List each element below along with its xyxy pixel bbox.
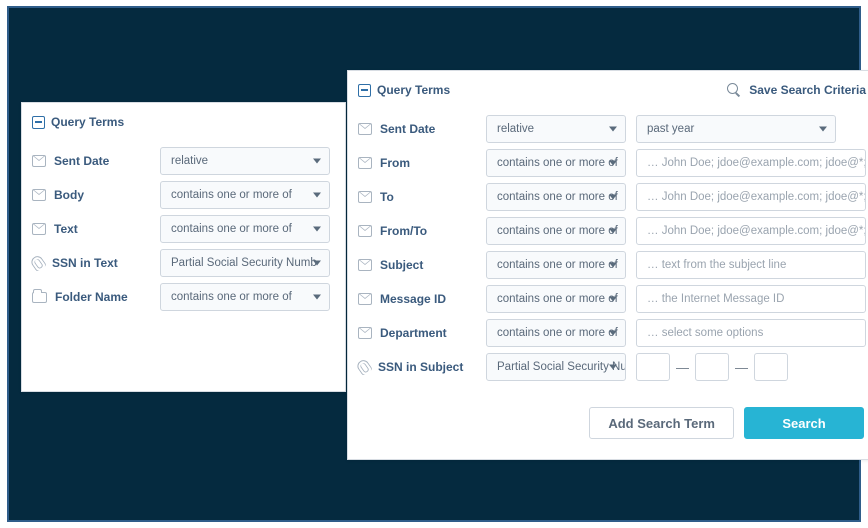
subject-operator-select[interactable]: contains one or more of	[486, 251, 626, 279]
row-text: Text contains one or more of	[32, 215, 335, 243]
label-text: SSN in Text	[52, 256, 118, 270]
envelope-icon	[32, 223, 46, 235]
label-to: To	[358, 190, 476, 204]
label-text: Folder Name	[55, 290, 128, 304]
message-id-input[interactable]: … the Internet Message ID	[636, 285, 866, 313]
envelope-icon	[32, 155, 46, 167]
envelope-icon	[358, 123, 372, 135]
envelope-icon	[358, 259, 372, 271]
sent-date-operator-select[interactable]: relative	[160, 147, 330, 175]
panel-header: Query Terms Save Search Criteria	[348, 71, 868, 107]
label-text: Sent Date	[54, 154, 109, 168]
envelope-icon	[358, 191, 372, 203]
row-from: From contains one or more of … John Doe;…	[358, 149, 866, 177]
panel-header: Query Terms	[22, 103, 345, 139]
label-text: Sent Date	[380, 122, 435, 136]
app-frame: Query Terms Sent Date relative Body cont…	[7, 6, 861, 522]
panel-title: Query Terms	[377, 83, 450, 97]
attachment-icon	[29, 254, 47, 272]
to-input[interactable]: … John Doe; jdoe@example.com; jdoe@*; *@…	[636, 183, 866, 211]
ssn-subject-operator-select[interactable]: Partial Social Security Numb	[486, 353, 626, 381]
folder-icon	[32, 292, 47, 303]
subject-input[interactable]: … text from the subject line	[636, 251, 866, 279]
search-icon	[727, 83, 741, 97]
label-from-to: From/To	[358, 224, 476, 238]
rows: Sent Date relative Body contains one or …	[22, 139, 345, 327]
attachment-icon	[355, 358, 373, 376]
label-text: To	[380, 190, 394, 204]
panel-title: Query Terms	[51, 115, 124, 129]
row-to: To contains one or more of … John Doe; j…	[358, 183, 866, 211]
label-folder-name: Folder Name	[32, 290, 150, 304]
ssn-segment-2-input[interactable]	[695, 353, 729, 381]
label-message-id: Message ID	[358, 292, 476, 306]
label-text: Message ID	[380, 292, 446, 306]
row-ssn-in-text: SSN in Text Partial Social Security Numb	[32, 249, 335, 277]
row-subject: Subject contains one or more of … text f…	[358, 251, 866, 279]
sent-date-operator-select[interactable]: relative	[486, 115, 626, 143]
label-text: Text	[54, 222, 78, 236]
label-text-field: Text	[32, 222, 150, 236]
label-department: Department	[358, 326, 476, 340]
collapse-icon[interactable]	[358, 84, 371, 97]
dash: —	[735, 360, 748, 375]
search-button[interactable]: Search	[744, 407, 864, 439]
row-folder-name: Folder Name contains one or more of	[32, 283, 335, 311]
from-input[interactable]: … John Doe; jdoe@example.com; jdoe@*; *@…	[636, 149, 866, 177]
from-to-input[interactable]: … John Doe; jdoe@example.com; jdoe@*; *@…	[636, 217, 866, 245]
label-body: Body	[32, 188, 150, 202]
query-terms-panel-full: Query Terms Save Search Criteria Sent Da…	[347, 70, 868, 460]
row-from-to: From/To contains one or more of … John D…	[358, 217, 866, 245]
label-sent-date: Sent Date	[32, 154, 150, 168]
label-ssn-in-text: SSN in Text	[32, 256, 150, 270]
from-operator-select[interactable]: contains one or more of	[486, 149, 626, 177]
label-ssn-in-subject: SSN in Subject	[358, 360, 476, 374]
envelope-icon	[358, 225, 372, 237]
ssn-segment-3-input[interactable]	[754, 353, 788, 381]
to-operator-select[interactable]: contains one or more of	[486, 183, 626, 211]
collapse-icon[interactable]	[32, 116, 45, 129]
row-sent-date: Sent Date relative past year	[358, 115, 866, 143]
row-ssn-in-subject: SSN in Subject Partial Social Security N…	[358, 353, 866, 381]
label-text: Department	[380, 326, 447, 340]
label-sent-date: Sent Date	[358, 122, 476, 136]
ssn-segment-group: — —	[636, 353, 788, 381]
label-from: From	[358, 156, 476, 170]
department-operator-select[interactable]: contains one or more of	[486, 319, 626, 347]
ssn-segment-1-input[interactable]	[636, 353, 670, 381]
envelope-icon	[358, 293, 372, 305]
label-text: From	[380, 156, 410, 170]
row-body: Body contains one or more of	[32, 181, 335, 209]
department-input[interactable]: … select some options	[636, 319, 866, 347]
query-terms-panel-compact: Query Terms Sent Date relative Body cont…	[21, 102, 346, 392]
sent-date-range-select[interactable]: past year	[636, 115, 836, 143]
text-operator-select[interactable]: contains one or more of	[160, 215, 330, 243]
label-text: SSN in Subject	[378, 360, 463, 374]
label-subject: Subject	[358, 258, 476, 272]
save-label: Save Search Criteria	[749, 83, 866, 97]
ssn-text-operator-select[interactable]: Partial Social Security Numb	[160, 249, 330, 277]
row-department: Department contains one or more of … sel…	[358, 319, 866, 347]
envelope-icon	[358, 157, 372, 169]
save-search-criteria-button[interactable]: Save Search Criteria	[727, 83, 866, 97]
label-text: Subject	[380, 258, 423, 272]
dash: —	[676, 360, 689, 375]
message-id-operator-select[interactable]: contains one or more of	[486, 285, 626, 313]
label-text: Body	[54, 188, 84, 202]
row-sent-date: Sent Date relative	[32, 147, 335, 175]
folder-operator-select[interactable]: contains one or more of	[160, 283, 330, 311]
envelope-icon	[32, 189, 46, 201]
row-message-id: Message ID contains one or more of … the…	[358, 285, 866, 313]
panel-footer: Add Search Term Search	[348, 397, 868, 451]
add-search-term-button[interactable]: Add Search Term	[589, 407, 734, 439]
rows: Sent Date relative past year From contai…	[348, 107, 868, 397]
body-operator-select[interactable]: contains one or more of	[160, 181, 330, 209]
from-to-operator-select[interactable]: contains one or more of	[486, 217, 626, 245]
envelope-icon	[358, 327, 372, 339]
label-text: From/To	[380, 224, 427, 238]
